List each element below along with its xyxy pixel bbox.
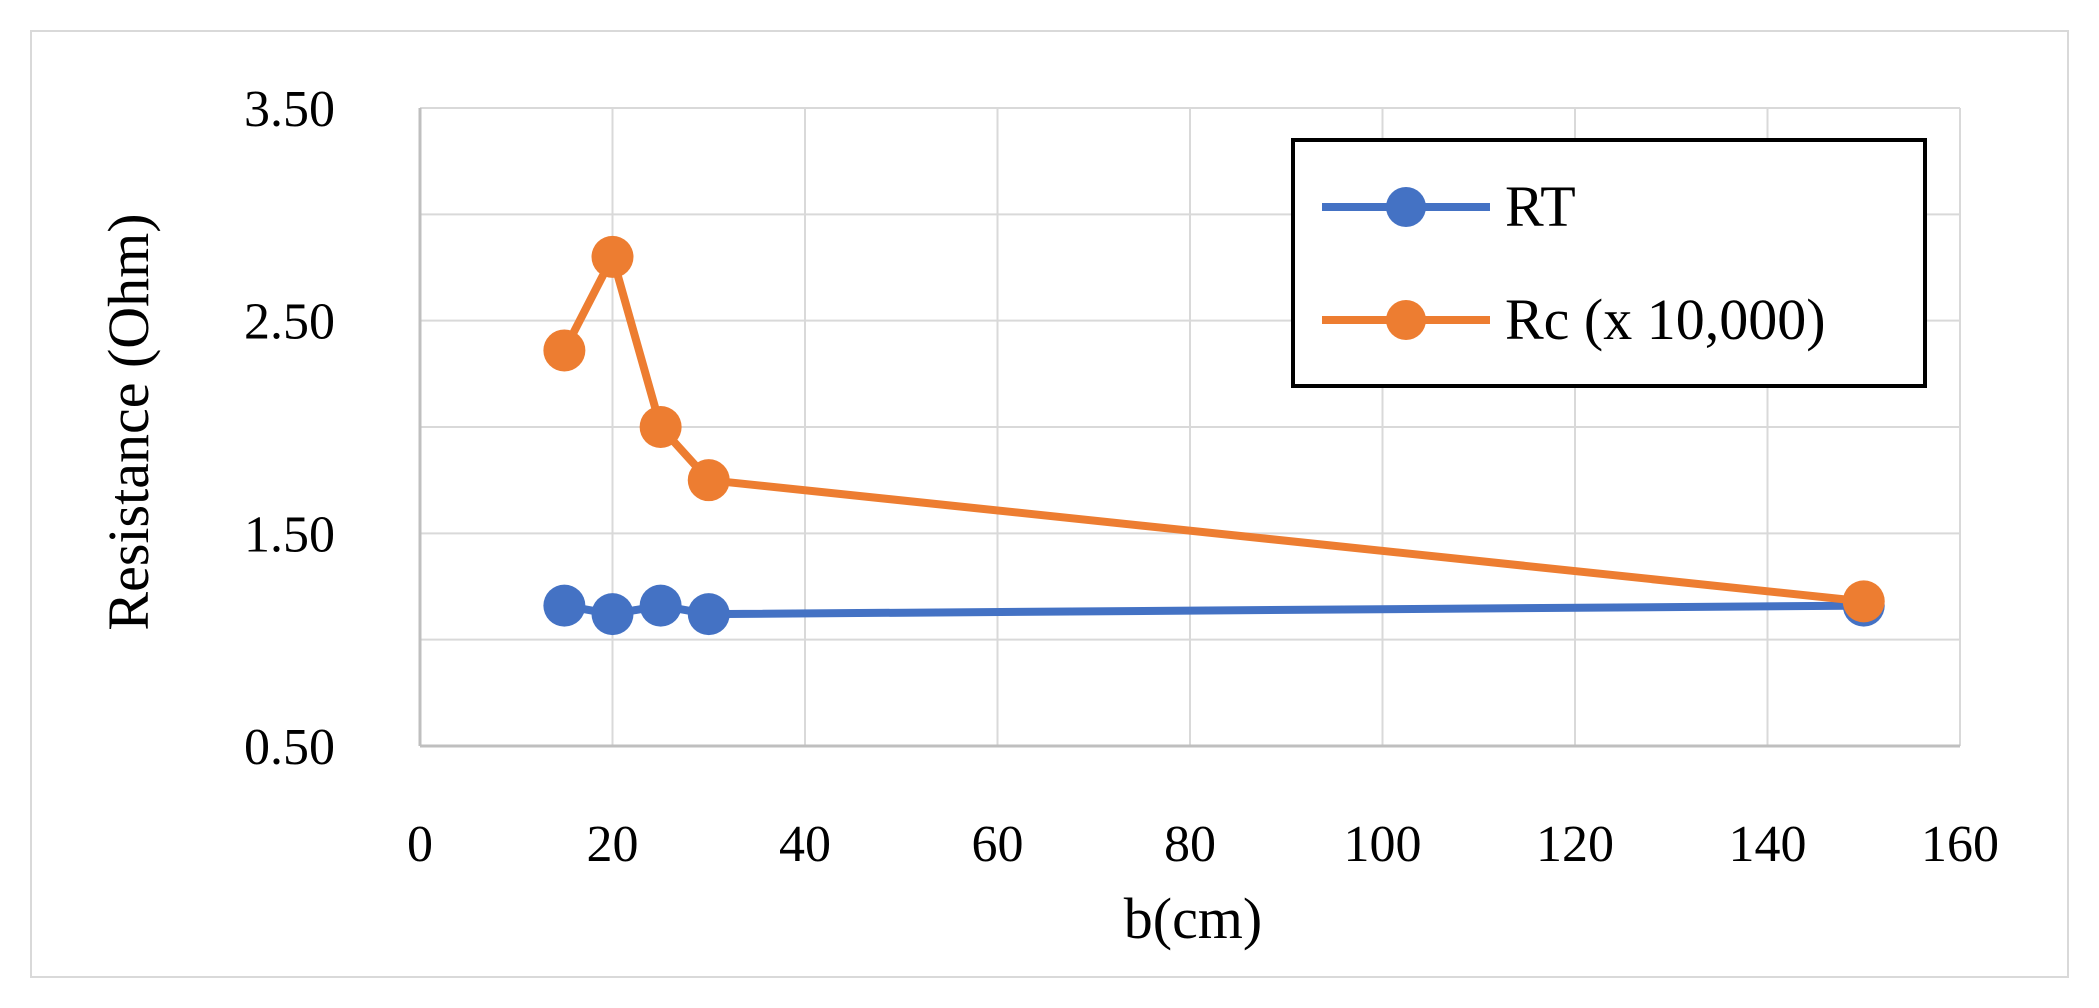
y-tick-label: 2.50 xyxy=(244,294,335,351)
series-rt-point xyxy=(639,584,682,627)
series-rc-point xyxy=(639,406,682,448)
x-tick-label: 160 xyxy=(1921,816,1999,873)
series-rt-point xyxy=(687,593,730,636)
x-tick-label: 100 xyxy=(1344,816,1422,873)
series-rc-point xyxy=(687,459,730,502)
axes: 0 20 40 60 80 100 120 140 160 0.50 1.50 2.50 3.50 xyxy=(244,81,1999,873)
legend-rt-label: RT xyxy=(1505,174,1576,239)
legend-rc-label: Rc (x 10,000) xyxy=(1505,287,1826,352)
x-tick-label: 120 xyxy=(1536,816,1614,873)
series-rt-point xyxy=(543,584,586,627)
y-tick-label: 3.50 xyxy=(244,81,335,138)
y-tick-label: 0.50 xyxy=(244,719,335,776)
x-axis-title: b(cm) xyxy=(1124,886,1263,951)
x-tick-label: 20 xyxy=(587,816,639,873)
series-rc-point xyxy=(543,329,586,372)
series-rt-point xyxy=(591,593,634,636)
series xyxy=(543,235,1885,636)
series-rt-line xyxy=(563,601,1864,619)
legend-rt-marker xyxy=(1386,187,1426,227)
legend: RT Rc (x 10,000) xyxy=(1291,138,1927,388)
x-tick-label: 0 xyxy=(407,816,433,873)
x-tick-label: 80 xyxy=(1164,816,1216,873)
series-rc-point xyxy=(591,235,634,278)
y-axis-title: Resistance (Ohm) xyxy=(96,213,161,630)
series-rc-point xyxy=(1842,580,1885,623)
y-tick-label: 1.50 xyxy=(244,506,335,563)
legend-box xyxy=(1291,138,1927,388)
x-tick-label: 140 xyxy=(1729,816,1807,873)
x-tick-label: 60 xyxy=(972,816,1024,873)
x-tick-label: 40 xyxy=(779,816,831,873)
legend-rc-marker xyxy=(1386,300,1426,340)
